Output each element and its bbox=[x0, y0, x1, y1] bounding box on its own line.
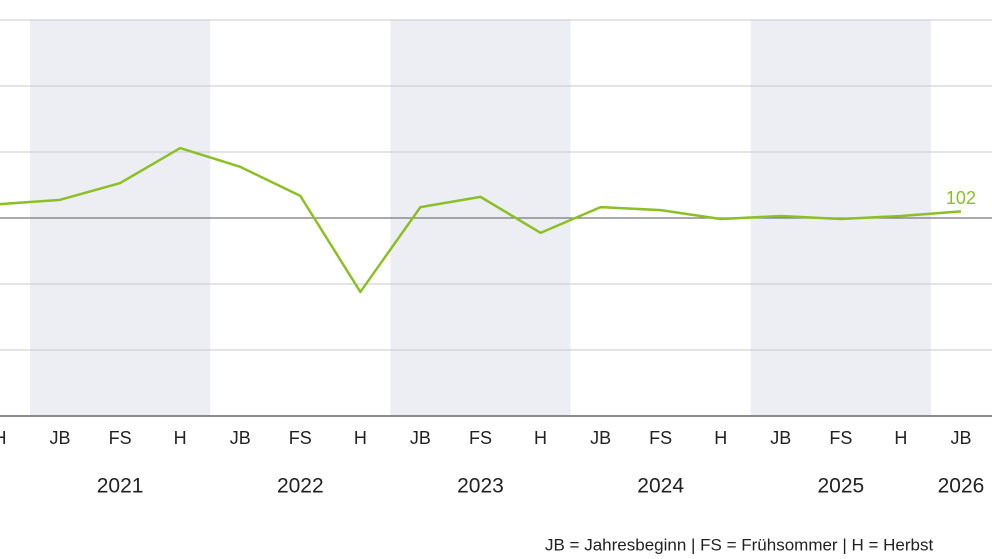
x-tick-label: JB bbox=[590, 428, 611, 448]
x-tick-label: JB bbox=[50, 428, 71, 448]
x-tick-label: JB bbox=[770, 428, 791, 448]
x-tick-label: JB bbox=[950, 428, 971, 448]
x-tick-label: FS bbox=[649, 428, 672, 448]
x-tick-label: FS bbox=[829, 428, 852, 448]
year-label: 2022 bbox=[277, 475, 324, 498]
footnote: JB = Jahresbeginn | FS = Frühsommer | H … bbox=[545, 535, 933, 554]
series-line bbox=[0, 146, 962, 294]
x-tick-label: H bbox=[534, 428, 547, 448]
year-label: 2021 bbox=[97, 475, 144, 498]
x-tick-label: FS bbox=[289, 428, 312, 448]
year-label: 2026 bbox=[938, 475, 985, 498]
x-tick-label: JB bbox=[230, 428, 251, 448]
x-tick-label: H bbox=[0, 428, 7, 448]
x-tick-label: H bbox=[174, 428, 187, 448]
x-tick-label: FS bbox=[109, 428, 132, 448]
x-tick-label: H bbox=[894, 428, 907, 448]
x-tick-label: H bbox=[354, 428, 367, 448]
data-label: 102 bbox=[946, 188, 976, 208]
x-tick-label: H bbox=[714, 428, 727, 448]
x-tick-label: JB bbox=[410, 428, 431, 448]
year-label: 2024 bbox=[637, 475, 684, 498]
x-tick-label: FS bbox=[469, 428, 492, 448]
year-label: 2023 bbox=[457, 475, 504, 498]
year-label: 2025 bbox=[817, 475, 864, 498]
